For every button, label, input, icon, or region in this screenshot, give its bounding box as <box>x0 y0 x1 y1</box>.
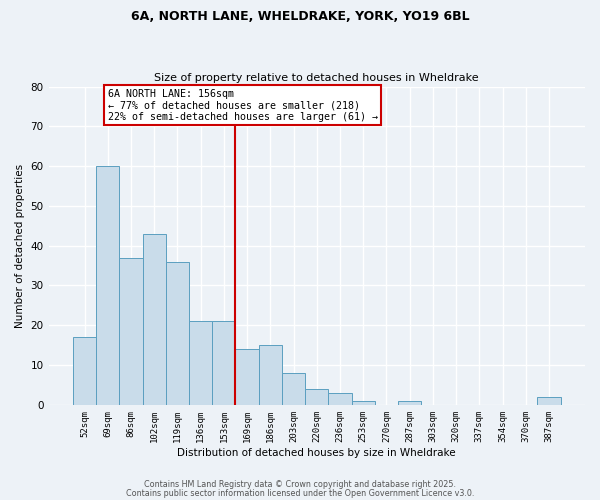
Y-axis label: Number of detached properties: Number of detached properties <box>15 164 25 328</box>
Bar <box>212 322 235 405</box>
Bar <box>119 258 143 405</box>
Bar <box>96 166 119 405</box>
X-axis label: Distribution of detached houses by size in Wheldrake: Distribution of detached houses by size … <box>178 448 456 458</box>
Text: Contains public sector information licensed under the Open Government Licence v3: Contains public sector information licen… <box>126 489 474 498</box>
Text: 6A NORTH LANE: 156sqm
← 77% of detached houses are smaller (218)
22% of semi-det: 6A NORTH LANE: 156sqm ← 77% of detached … <box>108 88 378 122</box>
Bar <box>189 322 212 405</box>
Bar <box>259 345 282 405</box>
Bar <box>305 389 328 405</box>
Bar <box>398 401 421 405</box>
Bar <box>73 337 96 405</box>
Title: Size of property relative to detached houses in Wheldrake: Size of property relative to detached ho… <box>154 73 479 83</box>
Bar <box>352 401 375 405</box>
Bar <box>538 397 560 405</box>
Bar <box>166 262 189 405</box>
Text: Contains HM Land Registry data © Crown copyright and database right 2025.: Contains HM Land Registry data © Crown c… <box>144 480 456 489</box>
Bar <box>282 373 305 405</box>
Bar <box>143 234 166 405</box>
Bar <box>328 393 352 405</box>
Text: 6A, NORTH LANE, WHELDRAKE, YORK, YO19 6BL: 6A, NORTH LANE, WHELDRAKE, YORK, YO19 6B… <box>131 10 469 23</box>
Bar <box>235 349 259 405</box>
